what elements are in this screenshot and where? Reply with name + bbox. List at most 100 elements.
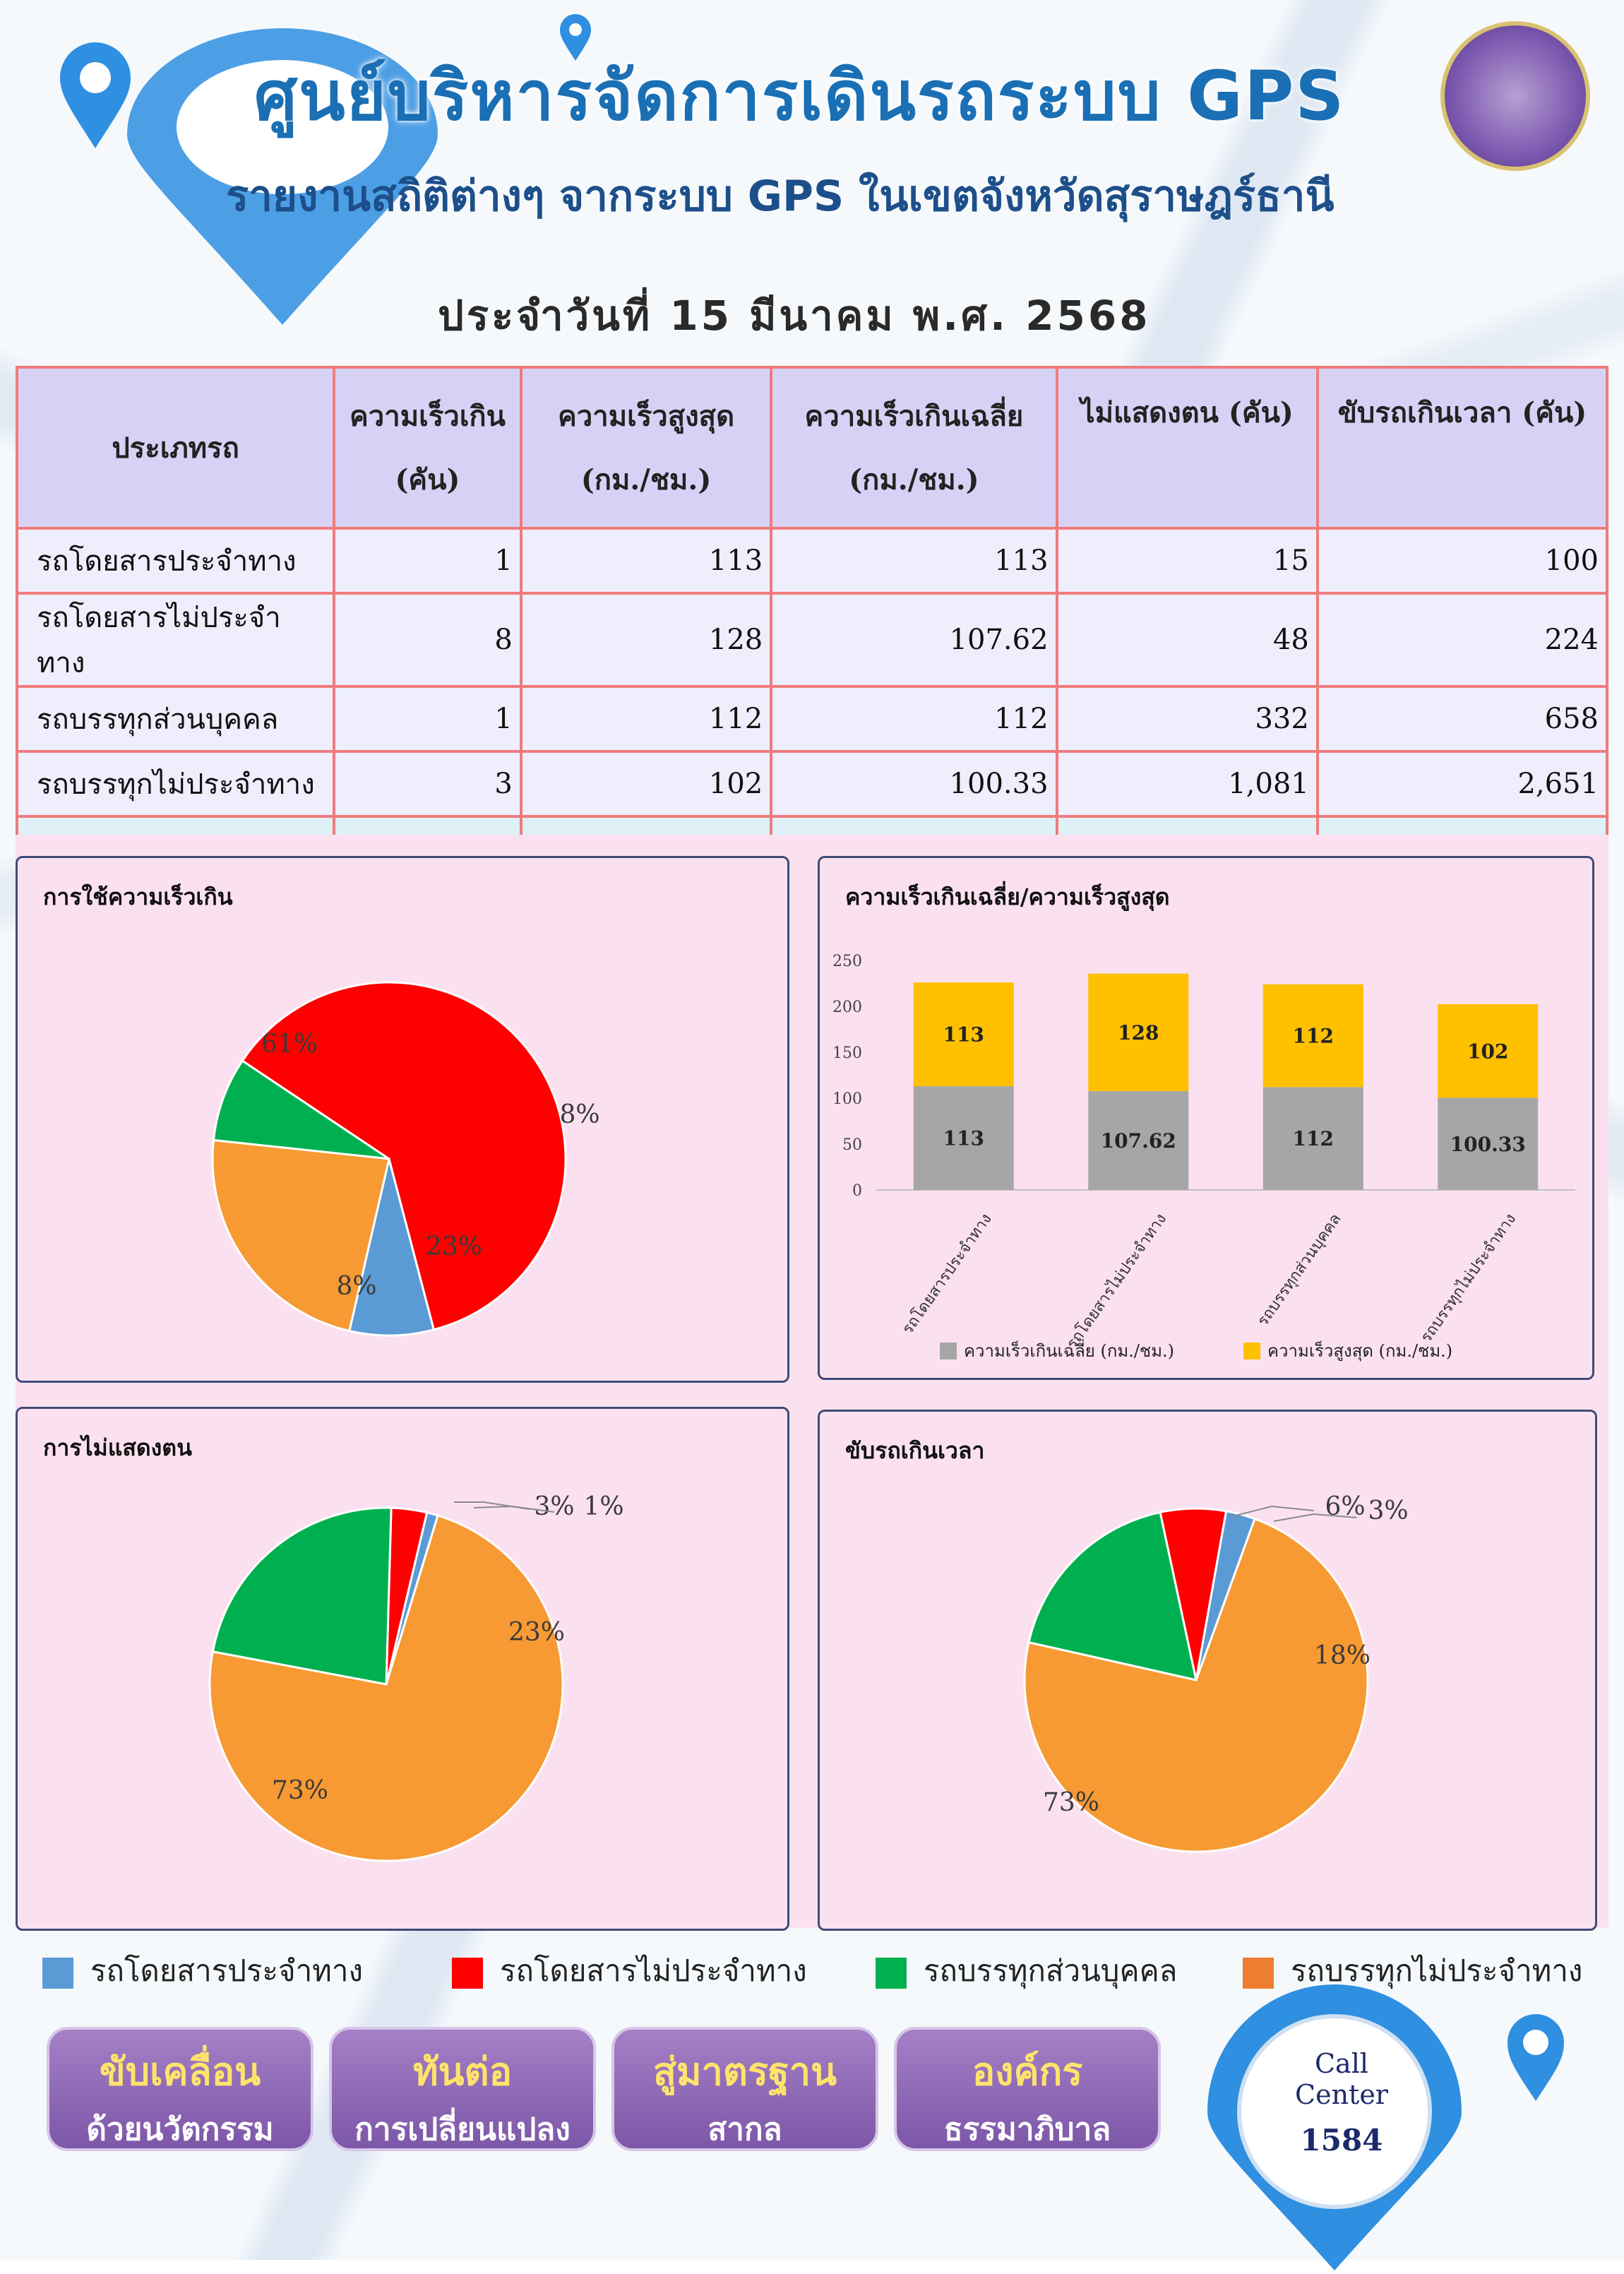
column-header: ไม่แสดงตน (คัน) — [1055, 366, 1319, 530]
column-header: ประเภทรถ — [15, 366, 336, 530]
table-cell: 224 — [1315, 592, 1609, 688]
report-date: ประจำวันที่ 15 มีนาคม พ.ศ. 2568 — [438, 292, 1151, 340]
table-row: รถโดยสารประจำทาง 1 113 113 15 100 — [15, 527, 1609, 595]
legend-swatch — [1243, 1957, 1274, 1989]
motto-line-1: ทันต่อ — [412, 2049, 512, 2094]
table-cell: 332 — [1055, 685, 1319, 753]
y-tick-label: 200 — [832, 999, 862, 1016]
pie-slice — [347, 1158, 436, 1337]
x-category-label: รถโดยสารประจำทาง — [898, 1210, 995, 1338]
motto-line-2: สากล — [707, 2112, 782, 2148]
y-tick-label: 150 — [832, 1044, 862, 1062]
speed-bar-svg: 0 50 100 150 200 250 113 113 รถโดยสารประจำทาง 107… — [832, 953, 1575, 1362]
motto-line-1: สู่มาตรฐาน — [653, 2049, 837, 2094]
page-subtitle: รายงานสถิติต่างๆ จากระบบ GPS ในเขตจังหวั… — [226, 172, 1335, 221]
bar-data-label: 112 — [1293, 1127, 1334, 1150]
table-cell: 658 — [1315, 685, 1609, 753]
legend-label: รถโดยสารไม่ประจำทาง — [500, 1953, 807, 1988]
table-cell: 113 — [519, 527, 773, 595]
pie-data-label: 73% — [272, 1776, 328, 1805]
leader-line — [454, 1501, 530, 1510]
bar-segment — [1262, 1087, 1363, 1190]
pie-slice — [1027, 1511, 1198, 1681]
chart-title: การไม่แสดงตน — [43, 1434, 192, 1461]
location-pin-icon — [1507, 2014, 1564, 2101]
location-pin-icon — [60, 42, 131, 149]
motto-line-2: การเปลี่ยนแปลง — [354, 2112, 571, 2148]
table-cell: 15 — [1055, 527, 1319, 595]
speeding-pie-chart: การใช้ความเร็วเกิน 8% 61% 8% 23% — [16, 856, 789, 1383]
y-tick-label: 250 — [832, 953, 862, 970]
table-cell: 113 — [770, 527, 1058, 595]
table-cell: 1,081 — [1055, 750, 1319, 818]
table-cell: 128 — [519, 592, 773, 688]
motto-badge: ขับเคลื่อน ด้วยนวัตกรรม — [47, 2027, 314, 2151]
not-identified-pie-chart: การไม่แสดงตน 1% 3% 23% 73% — [16, 1407, 789, 1931]
table-cell: 2,651 — [1315, 750, 1609, 818]
pie-slice — [1023, 1517, 1369, 1853]
legend-label: รถบรรทุกส่วนบุคคล — [924, 1953, 1178, 1988]
table-cell: รถโดยสารประจำทาง — [15, 527, 336, 595]
x-category-label: รถโดยสารไม่ประจำทาง — [1063, 1210, 1170, 1352]
call-center-label: Call Center — [1295, 2048, 1388, 2110]
call-center-badge: Call Center 1584 — [1200, 1977, 1469, 2274]
legend-swatch — [876, 1957, 907, 1989]
legend-swatch — [940, 1343, 957, 1359]
y-tick-label: 0 — [852, 1182, 862, 1200]
bar-segment — [1262, 984, 1363, 1088]
table-header-row: ประเภทรถ ความเร็วเกิน (คัน) ความเร็วสูงสุ… — [15, 366, 1609, 530]
bar-segment — [1438, 1004, 1539, 1098]
column-header: ความเร็วสูงสุด (กม./ชม.) — [519, 366, 773, 530]
pie-slice — [212, 1059, 390, 1160]
bar-segment — [1088, 1091, 1189, 1190]
bar-data-label: 113 — [943, 1127, 984, 1150]
legend-swatch — [42, 1957, 73, 1989]
pie-data-label: 61% — [261, 1030, 318, 1059]
bar-segment — [1088, 973, 1189, 1092]
speeding-pie-svg: 8% 61% 8% 23% — [211, 981, 600, 1337]
table-cell: 112 — [519, 685, 773, 753]
bar-data-label: 100.33 — [1450, 1133, 1526, 1156]
pie-data-label: 8% — [336, 1272, 376, 1301]
motto-line-2: ด้วยนวัตกรรม — [86, 2112, 274, 2148]
bar-data-label: 107.62 — [1101, 1129, 1176, 1153]
speed-bar-chart: ความเร็วเกินเฉลี่ย/ความเร็วสูงสุด 0 50 100… — [818, 856, 1594, 1380]
legend-label: รถโดยสารประจำทาง — [90, 1953, 363, 1988]
pie-data-label: 73% — [1043, 1788, 1099, 1817]
table-cell: 112 — [770, 685, 1058, 753]
legend-item: รถโดยสารประจำทาง — [42, 1948, 363, 1994]
table-cell: 8 — [333, 592, 523, 688]
table-cell: 48 — [1055, 592, 1319, 688]
chart-title: ความเร็วเกินเฉลี่ย/ความเร็วสูงสุด — [845, 883, 1170, 910]
location-pin-icon — [127, 28, 438, 326]
bar-segment — [913, 1086, 1014, 1190]
page-title: ศูนย์บริหารจัดการเดินรถระบบ GPS — [254, 56, 1346, 136]
table-cell: รถโดยสารไม่ประจำทาง — [15, 592, 336, 688]
chart-title: การใช้ความเร็วเกิน — [43, 883, 233, 910]
table-row: รถบรรทุกส่วนบุคคล 1 112 112 332 658 — [15, 685, 1609, 753]
overtime-driving-pie-chart: ขับรถเกินเวลา 3% 6% 18% 73% — [818, 1410, 1597, 1931]
location-pin-icon — [560, 14, 591, 61]
pie-slice — [208, 1514, 564, 1862]
x-category-label: รถบรรทุกไม่ประจำทาง — [1417, 1210, 1520, 1346]
motto-badge: ทันต่อ การเปลี่ยนแปลง — [329, 2027, 596, 2151]
table-cell: 100 — [1315, 527, 1609, 595]
column-header: ความเร็วเกิน (คัน) — [333, 366, 523, 530]
motto-line-1: ขับเคลื่อน — [99, 2049, 261, 2094]
legend-swatch — [452, 1957, 483, 1989]
pie-slice — [211, 1138, 390, 1333]
table-cell: 1 — [333, 685, 523, 753]
legend-label: ความเร็วเกินเฉลี่ย (กม./ชม.) — [964, 1339, 1174, 1361]
legend-item: รถบรรทุกส่วนบุคคล — [876, 1948, 1177, 1994]
table-cell: 3 — [333, 750, 523, 818]
leader-line — [1273, 1513, 1357, 1522]
pie-slice — [241, 981, 567, 1331]
not-identified-pie-svg: 1% 3% 23% 73% — [208, 1492, 624, 1862]
legend-label: ความเร็วสูงสุด (กม./ชม.) — [1267, 1340, 1452, 1362]
vehicle-type-legend: รถโดยสารประจำทาง รถโดยสารไม่ประจำทาง รถบ… — [42, 1935, 1596, 1999]
pie-data-label: 23% — [508, 1618, 565, 1647]
pie-data-label: 18% — [1314, 1641, 1371, 1670]
bar-segment — [913, 982, 1014, 1087]
motto-badge: สู่มาตรฐาน สากล — [611, 2027, 878, 2151]
motto-line-2: ธรรมาภิบาล — [943, 2112, 1111, 2148]
